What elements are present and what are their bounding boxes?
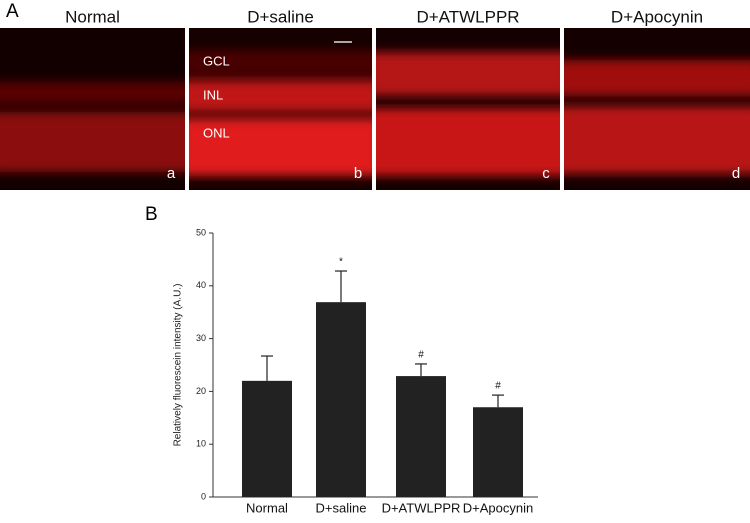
layer-label: ONL <box>203 125 230 140</box>
significance-mark: # <box>418 350 424 361</box>
panel-label: B <box>145 204 158 225</box>
image-letter: b <box>354 165 362 182</box>
x-tick-label: Normal <box>246 500 288 515</box>
y-tick-label: 30 <box>196 333 206 343</box>
image-title: D+Apocynin <box>611 7 703 26</box>
micrograph-d <box>564 28 750 190</box>
micrograph-c <box>376 28 560 190</box>
y-tick-label: 0 <box>201 491 206 501</box>
x-tick-label: D+ATWLPPR <box>382 500 461 515</box>
image-letter: a <box>167 165 176 182</box>
y-tick-label: 50 <box>196 227 206 237</box>
bar <box>242 380 292 497</box>
image-title: D+saline <box>247 7 314 26</box>
significance-mark: * <box>339 257 343 268</box>
image-title: Normal <box>65 7 120 26</box>
micrograph-a <box>0 28 185 190</box>
x-tick-label: D+saline <box>316 500 367 515</box>
image-letter: d <box>732 165 740 182</box>
panel-label: A <box>6 1 19 22</box>
image-title: D+ATWLPPR <box>416 7 519 26</box>
x-tick-label: D+Apocynin <box>463 500 533 515</box>
y-tick-label: 10 <box>196 439 206 449</box>
bar <box>473 407 523 497</box>
y-tick-label: 40 <box>196 280 206 290</box>
layer-label: GCL <box>203 53 230 68</box>
micrograph-b <box>189 28 372 190</box>
bar <box>316 302 366 497</box>
bar <box>396 376 446 497</box>
image-letter: c <box>542 165 550 182</box>
y-axis-title: Relatively fluorescein intensity (A.U.) <box>173 284 184 447</box>
layer-label: INL <box>203 87 223 102</box>
y-tick-label: 20 <box>196 386 206 396</box>
significance-mark: # <box>495 381 501 392</box>
